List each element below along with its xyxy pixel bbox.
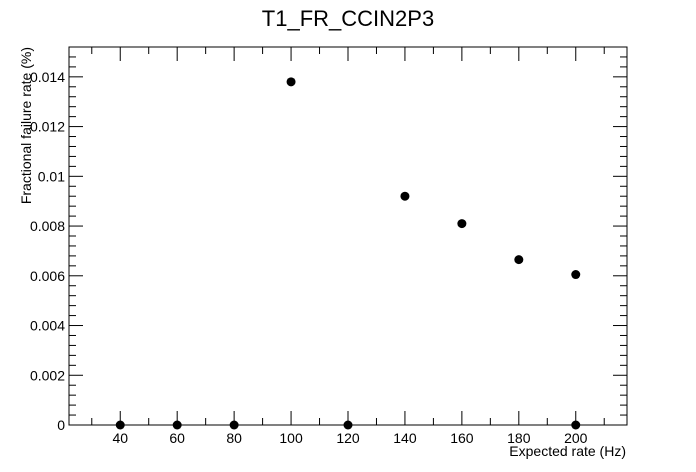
- y-tick-label: 0.008: [30, 218, 65, 234]
- data-point: [286, 77, 296, 87]
- x-axis-tick-labels: 40 60 80 100 120 140 160 180 200: [112, 430, 587, 446]
- y-axis-label: Fractional failure rate (%): [18, 47, 34, 204]
- data-point: [400, 191, 410, 201]
- data-point: [229, 420, 239, 430]
- y-tick-label: 0.014: [30, 69, 65, 85]
- x-tick-label: 160: [450, 430, 474, 446]
- y-tick-label: 0.004: [30, 318, 65, 334]
- x-tick-label: 80: [226, 430, 242, 446]
- data-points: [115, 77, 581, 430]
- x-tick-label: 100: [279, 430, 303, 446]
- data-point: [172, 420, 182, 430]
- y-tick-label: 0.01: [38, 168, 65, 184]
- data-point: [571, 270, 581, 280]
- y-tick-label: 0.012: [30, 119, 65, 135]
- data-point: [343, 420, 353, 430]
- x-tick-label: 180: [507, 430, 531, 446]
- x-tick-label: 140: [393, 430, 417, 446]
- plot-frame: [68, 46, 628, 426]
- data-point: [571, 420, 581, 430]
- y-tick-label: 0: [57, 417, 65, 433]
- x-tick-label: 40: [112, 430, 128, 446]
- x-tick-label: 60: [169, 430, 185, 446]
- data-point: [115, 420, 125, 430]
- y-tick-label: 0.006: [30, 268, 65, 284]
- data-point: [457, 219, 467, 229]
- x-tick-label: 120: [336, 430, 360, 446]
- y-axis-ticks: [69, 46, 627, 426]
- x-tick-label: 200: [564, 430, 588, 446]
- y-axis-tick-labels: 0 0.002 0.004 0.006 0.008 0.01 0.012 0.014: [30, 69, 65, 433]
- chart-title: T1_FR_CCIN2P3: [262, 6, 434, 31]
- x-axis-label: Expected rate (Hz): [509, 443, 626, 459]
- x-axis-ticks: [91, 47, 605, 425]
- data-point: [514, 255, 524, 265]
- y-tick-label: 0.002: [30, 367, 65, 383]
